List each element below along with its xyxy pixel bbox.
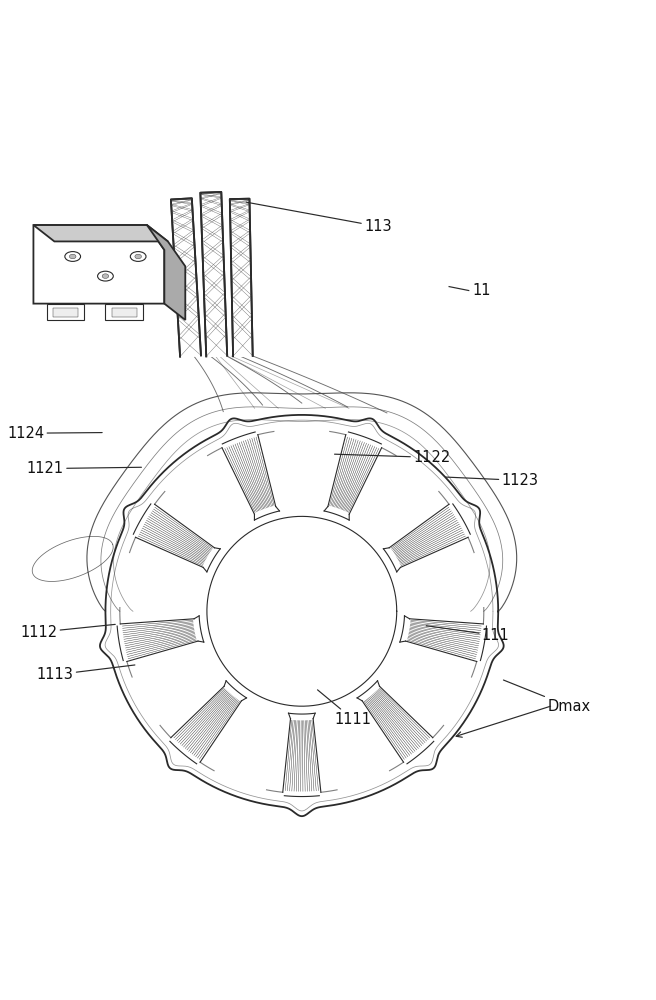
Text: 11: 11 xyxy=(472,283,491,298)
Ellipse shape xyxy=(131,252,146,261)
Polygon shape xyxy=(171,198,201,357)
Text: 1111: 1111 xyxy=(318,690,371,727)
Text: 1122: 1122 xyxy=(335,450,451,465)
Text: 111: 111 xyxy=(426,626,510,643)
Ellipse shape xyxy=(102,274,109,278)
Text: 1112: 1112 xyxy=(20,624,115,640)
Text: 1113: 1113 xyxy=(37,665,135,682)
Polygon shape xyxy=(106,304,144,320)
Polygon shape xyxy=(33,225,168,241)
Polygon shape xyxy=(33,225,165,304)
Ellipse shape xyxy=(135,254,142,259)
Polygon shape xyxy=(147,225,185,320)
Polygon shape xyxy=(47,304,85,320)
Polygon shape xyxy=(200,192,227,356)
Polygon shape xyxy=(53,308,78,317)
Ellipse shape xyxy=(70,254,76,259)
Polygon shape xyxy=(112,308,137,317)
Text: Dmax: Dmax xyxy=(503,680,590,714)
Ellipse shape xyxy=(98,271,113,281)
Text: 1123: 1123 xyxy=(446,473,539,488)
Polygon shape xyxy=(230,199,253,356)
Text: 1124: 1124 xyxy=(7,426,102,441)
Ellipse shape xyxy=(65,252,81,261)
Text: 1121: 1121 xyxy=(27,461,142,476)
Text: 113: 113 xyxy=(246,202,392,234)
